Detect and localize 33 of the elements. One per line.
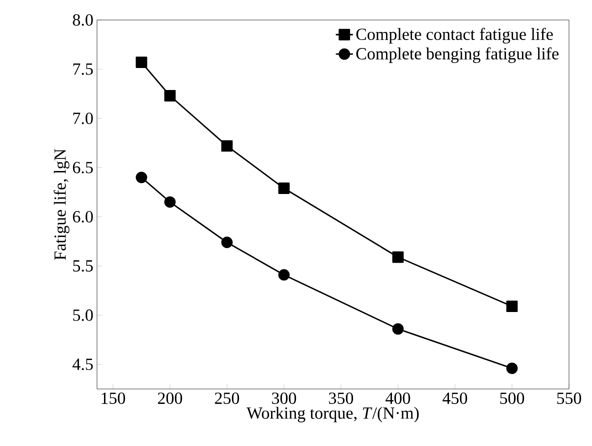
point <box>392 251 404 263</box>
x-tick-label: 300 <box>272 392 296 404</box>
x-tick-label: 350 <box>329 392 354 404</box>
x-tick-label: 400 <box>386 392 410 404</box>
x-axis-title: Working torque, T/(N·m) <box>246 406 419 422</box>
point <box>164 90 176 102</box>
x-tick-label: 450 <box>442 392 468 404</box>
y-tick-label: 7.5 <box>73 64 93 75</box>
point <box>164 196 176 208</box>
y-tick-label: 5.5 <box>73 260 93 272</box>
point <box>506 362 518 374</box>
legend-label: Complete benging fatigue life <box>356 47 559 63</box>
y-tick-label: 4.5 <box>72 358 93 370</box>
point <box>392 323 404 335</box>
x-tick-label: 150 <box>102 392 126 404</box>
x-tick-label: 200 <box>158 392 182 404</box>
point <box>221 140 233 152</box>
point <box>136 172 148 184</box>
point <box>221 236 233 248</box>
y-tick-label: 6.0 <box>72 211 93 223</box>
y-tick-label: 8.0 <box>72 14 93 26</box>
y-tick-label: 5.0 <box>73 309 93 321</box>
point <box>278 182 290 194</box>
y-tick-label: 7.0 <box>73 112 93 124</box>
y-axis-title: Fatigue life, lgN <box>54 148 70 260</box>
point <box>136 56 148 68</box>
x-tick-label: 500 <box>500 392 524 404</box>
y-tick-label: 6.5 <box>72 162 93 174</box>
x-tick-label: 550 <box>557 392 582 404</box>
x-tick-label: 250 <box>214 392 240 404</box>
legend-label: Complete contact fatigue life <box>356 28 553 44</box>
point <box>506 300 518 312</box>
point <box>278 269 290 281</box>
